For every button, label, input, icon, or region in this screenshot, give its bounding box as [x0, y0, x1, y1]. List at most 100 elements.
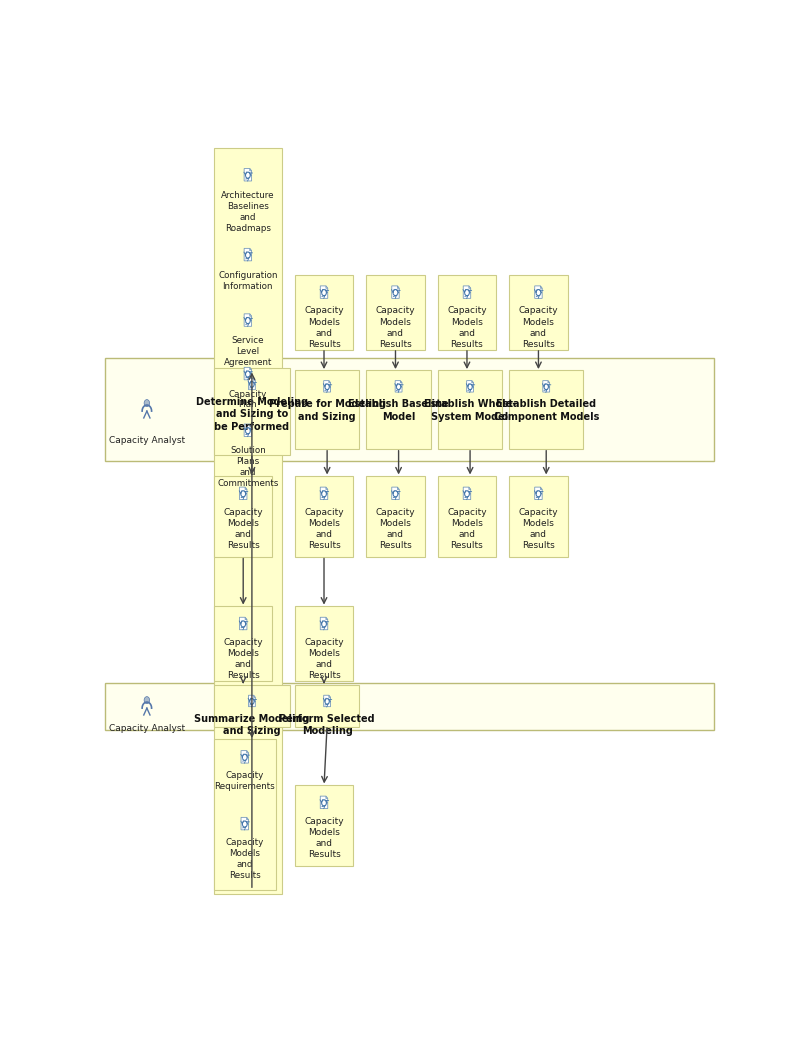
- Text: Capacity
Models
and
Results: Capacity Models and Results: [224, 638, 263, 680]
- Polygon shape: [320, 796, 328, 809]
- Polygon shape: [241, 817, 249, 830]
- FancyBboxPatch shape: [509, 275, 568, 349]
- Polygon shape: [464, 286, 471, 299]
- FancyBboxPatch shape: [367, 370, 431, 449]
- Polygon shape: [249, 695, 255, 706]
- Text: Capacity
Models
and
Results: Capacity Models and Results: [304, 307, 344, 348]
- Polygon shape: [329, 695, 330, 698]
- Polygon shape: [245, 617, 247, 620]
- Circle shape: [144, 399, 150, 407]
- Polygon shape: [320, 487, 328, 500]
- Polygon shape: [320, 286, 328, 299]
- FancyBboxPatch shape: [214, 606, 273, 681]
- Polygon shape: [541, 286, 542, 288]
- Polygon shape: [324, 381, 330, 392]
- Text: Summarize Modeling
and Sizing: Summarize Modeling and Sizing: [194, 713, 310, 736]
- FancyBboxPatch shape: [214, 476, 273, 557]
- FancyBboxPatch shape: [214, 739, 276, 890]
- FancyBboxPatch shape: [509, 476, 568, 557]
- Polygon shape: [400, 381, 402, 383]
- Polygon shape: [548, 381, 549, 383]
- FancyBboxPatch shape: [438, 370, 502, 449]
- FancyBboxPatch shape: [295, 275, 353, 349]
- FancyBboxPatch shape: [438, 275, 496, 349]
- Polygon shape: [326, 286, 328, 288]
- Text: Establish Detailed
Component Models: Establish Detailed Component Models: [493, 399, 599, 421]
- Polygon shape: [326, 617, 328, 620]
- Polygon shape: [467, 381, 473, 392]
- FancyBboxPatch shape: [295, 785, 353, 866]
- FancyBboxPatch shape: [295, 685, 359, 727]
- Polygon shape: [535, 487, 542, 500]
- Text: Configuration
Information: Configuration Information: [218, 271, 277, 290]
- Polygon shape: [541, 487, 542, 489]
- Text: Capacity
Requirements: Capacity Requirements: [214, 772, 275, 791]
- Polygon shape: [244, 424, 252, 437]
- FancyBboxPatch shape: [214, 148, 282, 894]
- Polygon shape: [320, 617, 328, 629]
- Text: Perform Selected
Modeling: Perform Selected Modeling: [279, 713, 375, 736]
- Text: Capacity
Models
and
Results: Capacity Models and Results: [304, 817, 344, 859]
- Polygon shape: [469, 286, 471, 288]
- Polygon shape: [247, 817, 249, 820]
- Polygon shape: [240, 617, 247, 629]
- FancyBboxPatch shape: [214, 368, 290, 455]
- Polygon shape: [244, 169, 252, 181]
- Polygon shape: [472, 381, 473, 383]
- FancyBboxPatch shape: [105, 683, 714, 730]
- Text: Capacity
Models
and
Results: Capacity Models and Results: [304, 638, 344, 680]
- Polygon shape: [247, 751, 249, 753]
- FancyBboxPatch shape: [367, 476, 425, 557]
- Text: Service
Level
Agreement: Service Level Agreement: [224, 336, 272, 367]
- Text: Capacity
Models
and
Results: Capacity Models and Results: [375, 307, 415, 348]
- Polygon shape: [249, 169, 252, 171]
- Polygon shape: [324, 695, 330, 706]
- Polygon shape: [543, 381, 549, 392]
- Polygon shape: [240, 487, 247, 500]
- Text: Capacity
Models
and
Results: Capacity Models and Results: [519, 307, 558, 348]
- Polygon shape: [535, 286, 542, 299]
- Polygon shape: [249, 367, 252, 370]
- Text: Capacity Analyst: Capacity Analyst: [109, 724, 185, 733]
- Text: Capacity
Models
and
Results: Capacity Models and Results: [304, 508, 344, 550]
- Polygon shape: [329, 381, 330, 383]
- FancyBboxPatch shape: [105, 359, 714, 461]
- Text: Capacity
Models
and
Results: Capacity Models and Results: [225, 838, 264, 879]
- Polygon shape: [395, 381, 402, 392]
- FancyBboxPatch shape: [509, 370, 583, 449]
- Text: Capacity Analyst: Capacity Analyst: [109, 436, 185, 445]
- Text: Capacity
Plan: Capacity Plan: [229, 390, 267, 410]
- Text: Capacity
Models
and
Results: Capacity Models and Results: [224, 508, 263, 550]
- Text: Establish Whole-
System Model: Establish Whole- System Model: [424, 399, 516, 421]
- Polygon shape: [326, 487, 328, 489]
- Polygon shape: [244, 249, 252, 261]
- Polygon shape: [249, 314, 252, 316]
- Text: Capacity
Models
and
Results: Capacity Models and Results: [375, 508, 415, 550]
- Text: Capacity
Models
and
Results: Capacity Models and Results: [448, 508, 487, 550]
- Polygon shape: [391, 286, 399, 299]
- Polygon shape: [464, 487, 471, 500]
- Text: Establish Baseline
Model: Establish Baseline Model: [348, 399, 449, 421]
- Text: Capacity
Models
and
Results: Capacity Models and Results: [448, 307, 487, 348]
- Polygon shape: [397, 487, 399, 489]
- Polygon shape: [249, 424, 252, 426]
- Polygon shape: [326, 796, 328, 798]
- Polygon shape: [245, 487, 247, 489]
- FancyBboxPatch shape: [295, 606, 353, 681]
- Polygon shape: [397, 286, 399, 288]
- Text: Solution
Plans
and
Commitments: Solution Plans and Commitments: [217, 446, 278, 488]
- Text: Capacity
Models
and
Results: Capacity Models and Results: [519, 508, 558, 550]
- FancyBboxPatch shape: [214, 685, 290, 727]
- Polygon shape: [249, 249, 252, 251]
- Text: Determine Modeling
and Sizing to
be Performed: Determine Modeling and Sizing to be Perf…: [196, 397, 308, 431]
- Polygon shape: [391, 487, 399, 500]
- Polygon shape: [253, 379, 255, 381]
- Polygon shape: [253, 695, 255, 698]
- Circle shape: [144, 697, 150, 704]
- Polygon shape: [249, 379, 255, 390]
- Text: Architecture
Baselines
and
Roadmaps: Architecture Baselines and Roadmaps: [221, 191, 274, 232]
- Polygon shape: [241, 751, 249, 763]
- FancyBboxPatch shape: [295, 476, 353, 557]
- Text: Prepare for Modeling
and Sizing: Prepare for Modeling and Sizing: [269, 399, 386, 421]
- Polygon shape: [244, 367, 252, 380]
